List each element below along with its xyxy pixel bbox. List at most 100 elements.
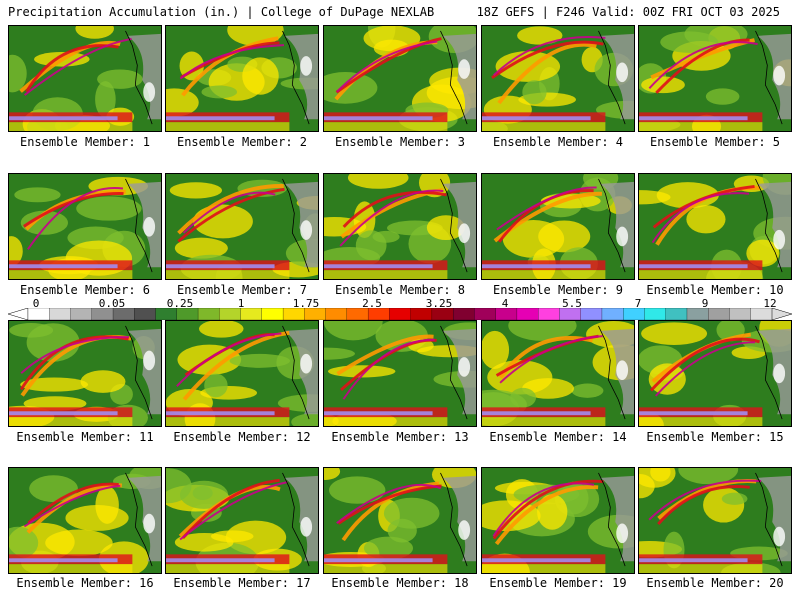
ensemble-member-map xyxy=(638,320,792,427)
ensemble-member-map xyxy=(481,25,635,132)
ensemble-member-label: Ensemble Member: 10 xyxy=(646,283,784,297)
ensemble-member-label: Ensemble Member: 13 xyxy=(331,430,469,444)
precip-map-image xyxy=(324,468,476,573)
precip-map-image xyxy=(639,26,791,131)
colorbar-swatch xyxy=(346,308,369,320)
colorbar-swatch xyxy=(686,308,709,320)
precip-map-image xyxy=(639,321,791,426)
precip-map-image xyxy=(639,174,791,279)
colorbar-swatch xyxy=(474,308,497,320)
colorbar-swatch xyxy=(495,308,518,320)
colorbar-swatch xyxy=(91,308,114,320)
ensemble-member-map xyxy=(481,173,635,280)
colorbar-swatch xyxy=(70,308,93,320)
ensemble-member-map xyxy=(323,25,477,132)
ensemble-member-label: Ensemble Member: 14 xyxy=(489,430,627,444)
precip-map-image xyxy=(9,26,161,131)
colorbar-swatch xyxy=(644,308,667,320)
colorbar-swatch xyxy=(580,308,603,320)
ensemble-member-label: Ensemble Member: 20 xyxy=(646,576,784,590)
precip-map-image xyxy=(9,174,161,279)
colorbar-swatch xyxy=(155,308,178,320)
ensemble-member-label: Ensemble Member: 6 xyxy=(19,283,151,297)
colorbar-tick-label: 1 xyxy=(237,297,245,310)
precip-map-image xyxy=(482,321,634,426)
precip-map-image xyxy=(324,321,476,426)
colorbar-swatch xyxy=(708,308,731,320)
precip-map-image xyxy=(166,26,318,131)
precip-map-image xyxy=(9,321,161,426)
colorbar-swatch xyxy=(261,308,284,320)
colorbar-tick-label: 3.25 xyxy=(425,297,453,310)
ensemble-member-map xyxy=(481,320,635,427)
ensemble-member-label: Ensemble Member: 15 xyxy=(646,430,784,444)
colorbar-swatch xyxy=(538,308,561,320)
colorbar-swatch xyxy=(112,308,135,320)
ensemble-member-map xyxy=(638,173,792,280)
precip-map-image xyxy=(482,468,634,573)
colorbar-tick-label: 5.5 xyxy=(562,297,582,310)
colorbar-swatch xyxy=(282,308,305,320)
ensemble-member-map xyxy=(8,320,162,427)
ensemble-member-label: Ensemble Member: 11 xyxy=(16,430,154,444)
ensemble-member-map xyxy=(481,467,635,574)
ensemble-member-label: Ensemble Member: 16 xyxy=(16,576,154,590)
precip-map-image xyxy=(324,174,476,279)
ensemble-member-map xyxy=(323,467,477,574)
ensemble-member-map xyxy=(323,320,477,427)
map-title: Precipitation Accumulation (in.) | Colle… xyxy=(8,5,435,19)
colorbar-swatch xyxy=(389,308,412,320)
colorbar-tick-label: 2.5 xyxy=(362,297,382,310)
colorbar-swatch xyxy=(559,308,582,320)
colorbar-swatch xyxy=(325,308,348,320)
ensemble-member-label: Ensemble Member: 17 xyxy=(173,576,311,590)
colorbar-tick-label: 0.05 xyxy=(98,297,126,310)
colorbar-tick-label: 1.75 xyxy=(292,297,320,310)
colorbar-swatch xyxy=(452,308,476,320)
precip-map-image xyxy=(482,26,634,131)
precip-map-image xyxy=(482,174,634,279)
colorbar-tick-label: 7 xyxy=(634,297,642,310)
colorbar-tick-label: 12 xyxy=(763,297,777,310)
ensemble-member-map xyxy=(638,25,792,132)
colorbar-swatch xyxy=(516,308,539,320)
ensemble-member-label: Ensemble Member: 9 xyxy=(492,283,624,297)
ensemble-member-label: Ensemble Member: 2 xyxy=(176,135,308,149)
ensemble-member-label: Ensemble Member: 12 xyxy=(173,430,311,444)
ensemble-member-map xyxy=(8,173,162,280)
colorbar-tick-label: 0 xyxy=(32,297,40,310)
ensemble-member-map xyxy=(8,25,162,132)
colorbar-swatch xyxy=(367,308,391,320)
colorbar-swatch xyxy=(240,308,263,320)
colorbar-swatch xyxy=(410,308,433,320)
run-info: 18Z GEFS | F246 Valid: 00Z FRI OCT 03 20… xyxy=(476,5,780,19)
precip-map-image xyxy=(324,26,476,131)
colorbar-swatch xyxy=(750,308,773,320)
precip-map-image xyxy=(166,174,318,279)
colorbar-swatch xyxy=(304,308,327,320)
ensemble-member-map xyxy=(165,173,319,280)
precip-map-image xyxy=(9,468,161,573)
ensemble-member-label: Ensemble Member: 18 xyxy=(331,576,469,590)
ensemble-member-label: Ensemble Member: 5 xyxy=(649,135,781,149)
precip-colorbar: 0 0.05 0.25 1 1.75 2.5 3.25 4 5.5 7 9 12 xyxy=(8,298,792,320)
colorbar-swatch xyxy=(134,308,157,320)
precip-map-image xyxy=(166,321,318,426)
colorbar-swatch xyxy=(27,308,50,320)
colorbar-swatch xyxy=(729,308,752,320)
colorbar-tick-label: 0.25 xyxy=(166,297,194,310)
colorbar-swatch xyxy=(431,308,454,320)
ensemble-member-label: Ensemble Member: 7 xyxy=(176,283,308,297)
colorbar-swatch xyxy=(665,308,688,320)
precip-map-image xyxy=(639,468,791,573)
ensemble-member-label: Ensemble Member: 19 xyxy=(489,576,627,590)
colorbar-swatch xyxy=(176,308,199,320)
colorbar-swatch xyxy=(219,308,242,320)
colorbar-swatch xyxy=(623,308,646,320)
ensemble-member-label: Ensemble Member: 8 xyxy=(334,283,466,297)
ensemble-member-label: Ensemble Member: 4 xyxy=(492,135,624,149)
ensemble-member-map xyxy=(165,467,319,574)
ensemble-member-label: Ensemble Member: 1 xyxy=(19,135,151,149)
colorbar-swatch xyxy=(197,308,220,320)
ensemble-member-map xyxy=(8,467,162,574)
